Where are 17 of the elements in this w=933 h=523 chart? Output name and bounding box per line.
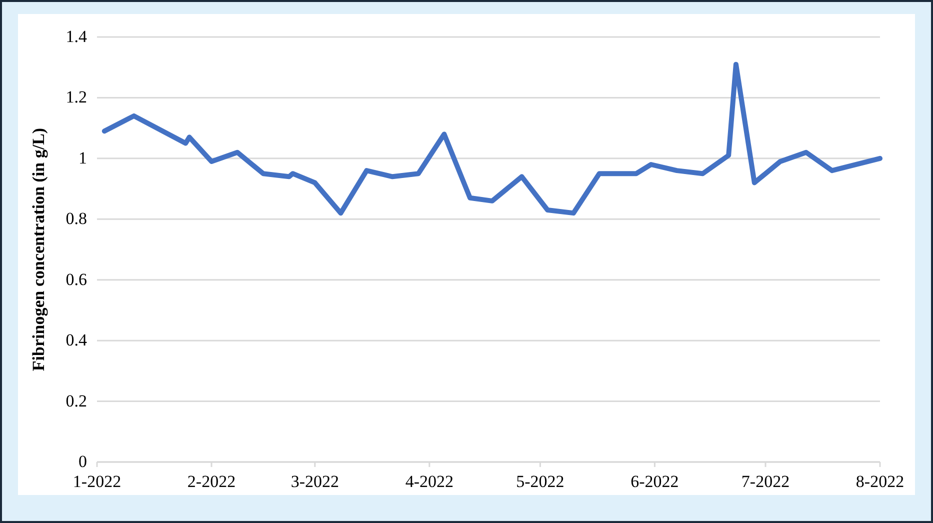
y-tick-label: 0.2: [66, 391, 87, 410]
y-tick-label: 1.2: [66, 88, 87, 107]
y-tick-label: 0: [78, 452, 87, 471]
x-tick-label: 6-2022: [630, 472, 679, 491]
x-tick-label: 4-2022: [405, 472, 454, 491]
x-tick-label: 3-2022: [290, 472, 339, 491]
y-axis-title: Fibrinogen concentration (in g/L): [29, 128, 48, 372]
x-tick-label: 1-2022: [72, 472, 122, 491]
x-tick-label: 7-2022: [741, 472, 790, 491]
x-tick-label: 2-2022: [187, 472, 236, 491]
y-tick-label: 1.4: [66, 27, 88, 46]
y-tick-label: 1: [78, 148, 87, 168]
y-tick-label: 0.8: [66, 209, 87, 228]
x-tick-label: 5-2022: [516, 472, 564, 491]
y-tick-label: 0.6: [66, 270, 87, 289]
x-tick-label: 8-2022: [856, 472, 904, 491]
y-tick-label: 0.4: [66, 330, 88, 350]
